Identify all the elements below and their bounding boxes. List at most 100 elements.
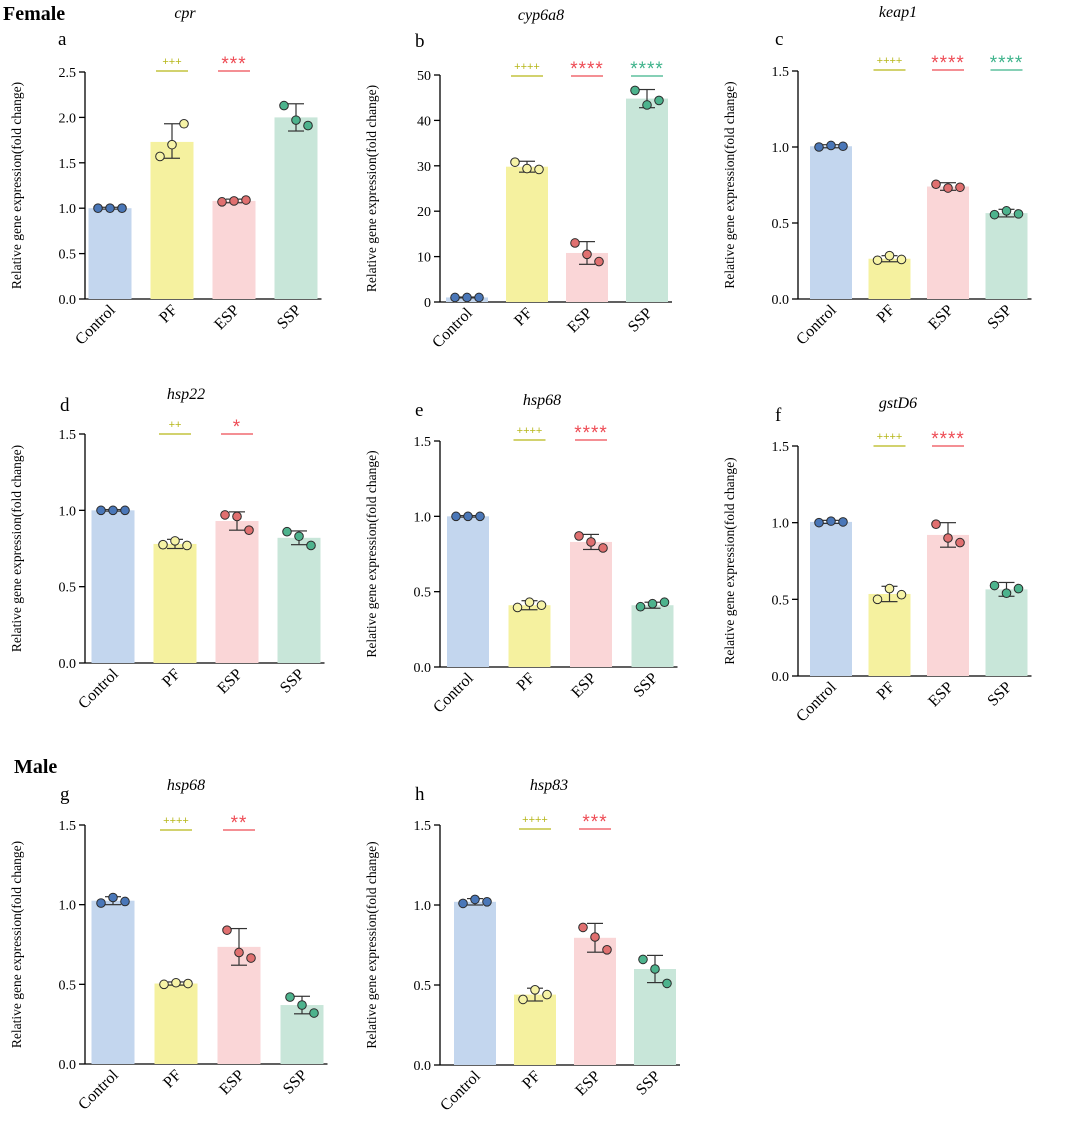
y-tick-label: 0.0: [772, 293, 790, 308]
data-point: [989, 209, 1000, 220]
bar-ssp: [985, 213, 1028, 299]
x-tick-label: SSP: [630, 670, 661, 701]
bar-control: [447, 516, 489, 667]
data-point: [590, 932, 600, 942]
chart-panel-d: d hsp22 Relative gene expression(fold chan…: [9, 386, 325, 712]
chart-title: hsp68: [167, 777, 205, 794]
bar-ssp: [985, 589, 1028, 676]
section-title-female: Female: [3, 3, 65, 25]
significance-label: ++++: [517, 425, 543, 437]
data-point: [244, 525, 254, 535]
x-tick-label: Control: [430, 669, 477, 716]
data-point: [182, 540, 192, 551]
data-point: [117, 203, 127, 213]
data-point: [654, 95, 664, 106]
x-tick-label: ESP: [211, 302, 243, 334]
data-point: [108, 505, 118, 516]
data-point: [598, 543, 608, 553]
significance-label: ++: [169, 419, 182, 431]
data-point: [1013, 209, 1024, 219]
data-point: [1001, 588, 1012, 599]
data-point: [931, 519, 941, 530]
data-point: [246, 953, 256, 963]
data-point: [475, 511, 485, 522]
y-tick-label: 1.0: [772, 141, 790, 156]
x-tick-label: PF: [519, 1068, 544, 1093]
y-tick-label: 1.5: [59, 428, 77, 443]
bar-esp: [570, 541, 612, 667]
bar-pf: [150, 141, 194, 299]
chart-title: keap1: [879, 4, 917, 21]
data-point: [450, 292, 460, 303]
y-tick-label: 1.0: [59, 504, 77, 519]
data-point: [222, 925, 232, 935]
data-point: [183, 978, 193, 989]
chart-title: hsp83: [530, 777, 568, 794]
y-tick-label: 0.5: [59, 248, 77, 263]
data-point: [542, 989, 552, 1000]
x-tick-label: SSP: [277, 666, 308, 697]
bar-pf: [868, 593, 911, 676]
y-tick-label: 0.5: [772, 217, 790, 232]
x-tick-label: PF: [874, 679, 899, 704]
x-tick-label: SSP: [984, 679, 1015, 710]
significance-label: ****: [990, 53, 1024, 74]
bar-ssp: [274, 117, 318, 300]
y-tick-label: 1.0: [414, 510, 432, 525]
data-point: [297, 1000, 307, 1010]
chart-title: hsp22: [167, 386, 205, 403]
data-point: [510, 157, 520, 167]
y-tick-label: 0.5: [414, 586, 432, 601]
data-point: [285, 992, 295, 1002]
data-point: [814, 142, 824, 152]
y-tick-label: 10: [417, 251, 431, 266]
bar-esp: [927, 534, 969, 676]
bar-pf: [154, 983, 198, 1064]
x-tick-label: Control: [429, 304, 476, 351]
x-tick-label: ESP: [214, 666, 246, 698]
data-point: [536, 600, 547, 611]
data-point: [93, 203, 103, 213]
x-tick-label: Control: [437, 1067, 484, 1114]
x-tick-label: PF: [514, 670, 539, 695]
data-point: [522, 163, 532, 174]
significance-label: *: [233, 417, 241, 438]
y-tick-label: 0.0: [59, 1058, 77, 1073]
data-point: [159, 979, 169, 990]
panel-letter: e: [415, 400, 423, 421]
panel-letter: h: [415, 784, 425, 805]
y-axis-label: Relative gene expression(fold change): [722, 81, 737, 288]
data-point: [232, 511, 242, 522]
data-point: [155, 151, 165, 162]
x-tick-label: ESP: [925, 302, 957, 334]
data-point: [217, 197, 227, 207]
data-point: [96, 898, 106, 908]
data-point: [279, 100, 289, 111]
data-point: [108, 892, 118, 903]
bar-esp: [217, 946, 261, 1064]
y-tick-label: 1.0: [59, 899, 77, 914]
data-point: [659, 597, 670, 608]
x-tick-label: PF: [160, 1067, 185, 1092]
data-point: [462, 292, 472, 303]
x-tick-label: ESP: [568, 670, 600, 702]
bar-esp: [212, 200, 256, 299]
data-point: [179, 118, 189, 129]
significance-label: ****: [931, 429, 965, 450]
x-tick-label: SSP: [625, 305, 656, 336]
panel-letter: f: [775, 405, 782, 426]
chart-panel-c: c keap1 Relative gene expression(fold chan…: [722, 4, 1032, 348]
data-point: [578, 922, 588, 933]
y-tick-label: 1.5: [414, 819, 432, 834]
data-point: [1013, 583, 1024, 594]
data-point: [943, 183, 953, 193]
data-point: [167, 139, 177, 150]
data-point: [647, 598, 658, 609]
data-point: [234, 947, 244, 958]
chart-panel-b: b cyp6a8 Relative gene expression(fold cha…: [364, 7, 672, 351]
data-point: [294, 531, 304, 542]
data-point: [955, 182, 965, 193]
y-tick-label: 40: [417, 114, 431, 129]
y-tick-label: 0.0: [414, 661, 432, 676]
data-point: [594, 256, 604, 267]
